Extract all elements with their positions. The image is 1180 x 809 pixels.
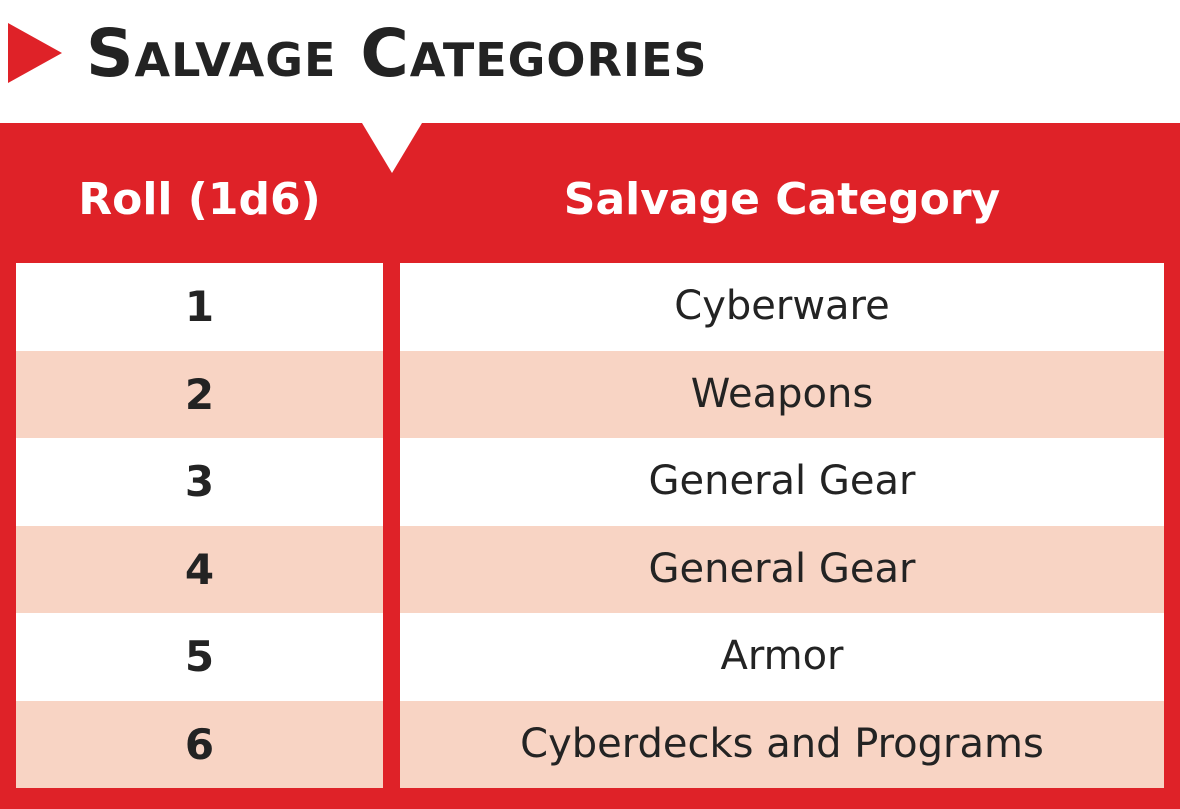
roll-cell: 5 — [16, 613, 383, 701]
category-cell: Cyberdecks and Programs — [400, 700, 1164, 788]
table-row: 5 Armor — [0, 613, 1180, 701]
category-cell: General Gear — [400, 525, 1164, 613]
column-header-category: Salvage Category — [563, 174, 1001, 225]
roll-cell: 4 — [16, 525, 383, 613]
header-notch-decoration — [362, 123, 422, 173]
table-row: 1 Cyberware — [0, 263, 1180, 351]
column-header-roll: Roll (1d6) — [78, 174, 321, 225]
roll-cell: 3 — [16, 438, 383, 526]
table-row: 4 General Gear — [0, 525, 1180, 613]
table-row: 6 Cyberdecks and Programs — [0, 700, 1180, 788]
category-cell: Weapons — [400, 350, 1164, 438]
category-cell: Armor — [400, 613, 1164, 701]
table-body: 1 Cyberware 2 Weapons 3 General Gear 4 G… — [0, 263, 1180, 788]
category-cell: General Gear — [400, 438, 1164, 526]
table-row: 3 General Gear — [0, 438, 1180, 526]
roll-cell: 1 — [16, 263, 383, 351]
roll-cell: 2 — [16, 350, 383, 438]
roll-cell: 6 — [16, 700, 383, 788]
page-title: Salvage Categories — [86, 15, 708, 92]
category-cell: Cyberware — [400, 263, 1164, 351]
table-row: 2 Weapons — [0, 350, 1180, 438]
title-arrow-icon — [8, 23, 62, 83]
